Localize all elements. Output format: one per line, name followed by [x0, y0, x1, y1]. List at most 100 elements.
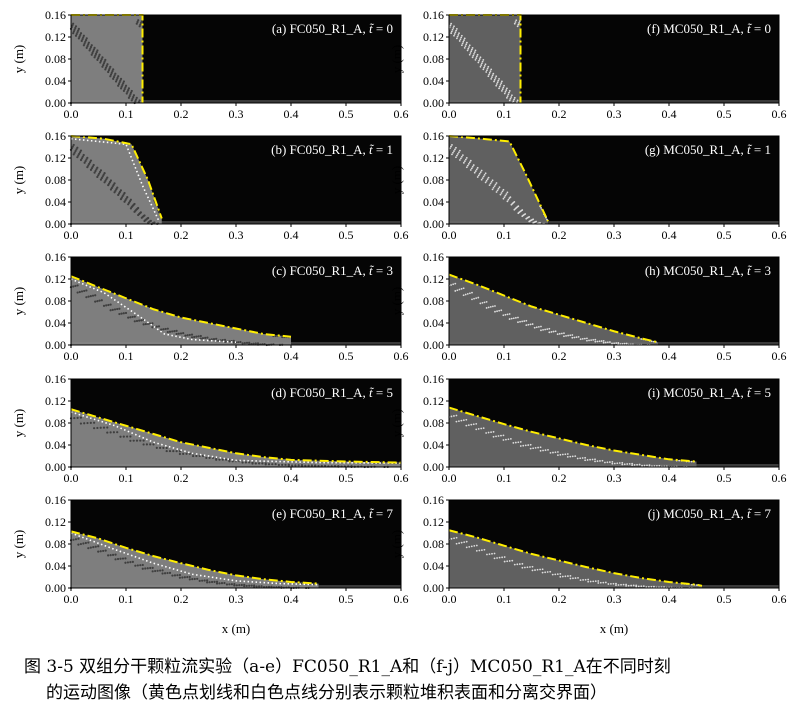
panel-floor — [71, 100, 401, 103]
particle-dot — [499, 84, 502, 86]
particle-dot — [218, 458, 221, 461]
particle-pile — [71, 276, 291, 345]
y-tick-label: 0.08 — [423, 416, 444, 430]
particle-dot — [477, 61, 480, 64]
particle-dot — [72, 143, 75, 147]
particle-dot — [632, 584, 635, 587]
particle-dot — [79, 542, 82, 546]
y-tick-label: 0.00 — [423, 96, 444, 110]
x-tick-label: 0.2 — [552, 471, 567, 485]
particle-dot — [607, 583, 610, 585]
particle-dot — [471, 298, 473, 301]
particle-dot — [137, 213, 140, 217]
particle-dot — [450, 22, 453, 25]
particle-dot — [124, 84, 128, 87]
particle-dot — [547, 448, 549, 451]
particle-dot — [461, 154, 464, 157]
y-tick-label: 0.04 — [423, 74, 444, 88]
particle-dot — [509, 438, 512, 440]
panel-h: 0.0 0.1 0.2 0.3 0.4 0.5 0.6 0.00 0.04 0.08 0.12 0.1… — [389, 250, 787, 363]
particle-dot — [117, 75, 120, 78]
particle-pile — [71, 531, 319, 588]
particle-dot — [512, 442, 515, 444]
particle-pile — [449, 136, 548, 224]
particle-dot — [149, 566, 152, 570]
particle-dot — [452, 151, 454, 154]
particle-dot — [637, 585, 640, 588]
particle-dot — [508, 99, 511, 102]
panel-label: (j) MC050_R1_A, t̃ = 7 — [648, 506, 772, 521]
particle-dot — [493, 78, 496, 81]
particle-dot — [508, 560, 511, 562]
particle-dot — [506, 191, 509, 194]
y-axis-label: y (m) — [11, 166, 26, 195]
particle-dot — [85, 37, 88, 40]
x-tick-label: 0.5 — [339, 592, 354, 606]
particle-dot — [604, 581, 607, 584]
particle-dot — [73, 28, 76, 31]
particle-dot — [114, 558, 117, 561]
particle-dot — [138, 99, 141, 102]
particle-dot — [464, 158, 467, 161]
particle-dot — [458, 159, 461, 161]
particle-dot — [102, 173, 105, 176]
particle-dot — [77, 29, 80, 32]
y-tick-label: 0.16 — [45, 129, 66, 143]
particle-dot — [476, 53, 479, 56]
particle-dot — [84, 541, 87, 545]
particle-dot — [503, 560, 506, 563]
particle-dot — [494, 183, 497, 186]
particle-dot — [72, 538, 75, 541]
x-tick-label: 0.4 — [662, 107, 677, 121]
particle-dot — [160, 328, 163, 331]
particle-dot — [126, 90, 129, 93]
particle-dot — [534, 447, 537, 449]
particle-dot — [109, 431, 112, 434]
particle-dot — [455, 536, 458, 539]
particle-dot — [498, 87, 500, 90]
particle-dot — [461, 42, 464, 45]
particle-dot — [574, 577, 577, 579]
particle-dot — [641, 464, 643, 467]
particle-dot — [91, 165, 94, 168]
particle-dot — [468, 44, 471, 47]
particle-dot — [540, 329, 542, 332]
particle-dot — [78, 152, 81, 155]
particle-dot — [511, 559, 514, 562]
particle-dot — [583, 337, 586, 340]
particle-dot — [504, 90, 507, 93]
particle-dot — [460, 155, 463, 158]
x-tick-label: 0.5 — [339, 228, 354, 242]
particle-dot — [630, 584, 633, 587]
particle-dot — [228, 583, 231, 586]
particle-dot — [99, 178, 103, 181]
particle-dot — [116, 307, 119, 311]
particle-dot — [117, 193, 120, 197]
particle-dot — [454, 282, 457, 285]
particle-dot — [475, 544, 478, 547]
particle-dot — [143, 219, 146, 223]
particle-dot — [480, 169, 483, 172]
particle-dot — [274, 334, 277, 338]
free-surface-line — [448, 406, 697, 463]
particle-dot — [465, 157, 468, 159]
particle-dot — [250, 584, 253, 587]
particle-dot — [606, 341, 609, 344]
particle-dot — [287, 464, 290, 467]
particle-dot — [485, 179, 488, 182]
particle-dot — [566, 453, 569, 455]
particle-dot — [519, 441, 522, 443]
particle-dot — [569, 574, 572, 577]
x-tick-label: 0.1 — [119, 228, 134, 242]
x-tick-label: 0.2 — [552, 107, 567, 121]
particle-dot — [74, 26, 77, 30]
particle-dot — [490, 180, 493, 183]
x-tick-label: 0.1 — [497, 107, 512, 121]
particle-dot — [97, 57, 100, 60]
particle-dot — [496, 81, 499, 84]
particle-dot — [628, 462, 631, 465]
y-tick-label: 0.04 — [423, 195, 444, 209]
particle-dot — [506, 96, 508, 99]
particle-dot — [190, 336, 194, 339]
particle-dot — [89, 45, 93, 49]
